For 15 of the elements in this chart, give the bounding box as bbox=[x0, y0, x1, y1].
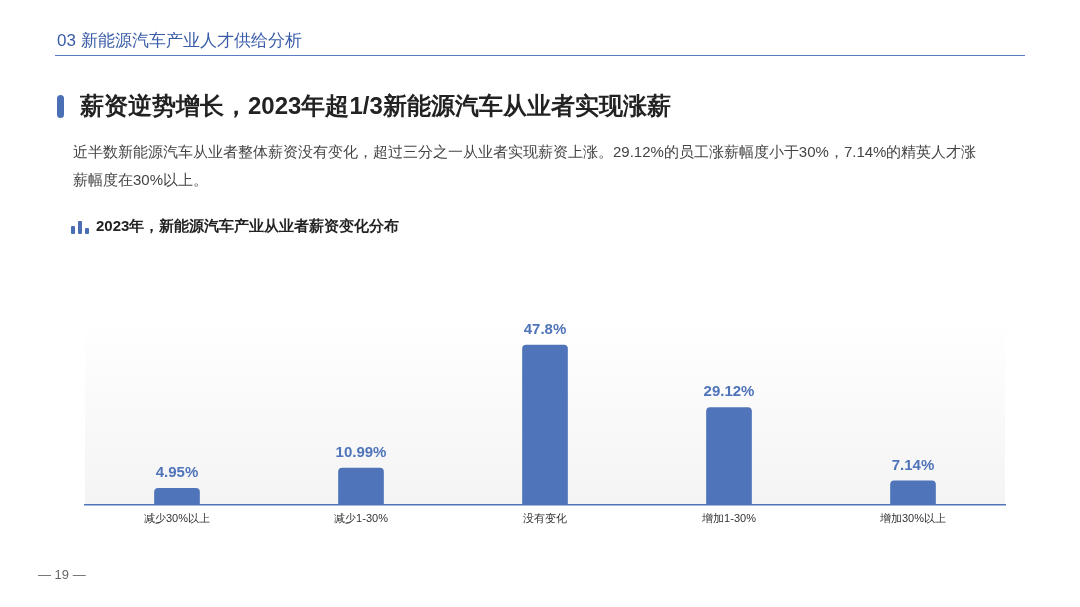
data-label: 47.8% bbox=[523, 319, 567, 337]
text: 03 新能源汽车产业人才供给分析 bbox=[57, 30, 302, 52]
text: — 19 — bbox=[38, 567, 86, 582]
data-label: 4.95% bbox=[155, 462, 199, 480]
x-tick-label: 增加1-30% bbox=[701, 512, 757, 525]
x-tick-label: 减少1-30% bbox=[334, 512, 389, 525]
data-label: 7.14% bbox=[891, 455, 935, 473]
chart-title: 薪资逆势增长，2023年超1/3新能源汽车从业者实现涨薪 bbox=[80, 91, 671, 121]
x-tick-label: 减少30%以上 bbox=[143, 512, 211, 525]
x-tick-label: 没有变化 bbox=[523, 512, 567, 525]
data-label: 29.12% bbox=[703, 382, 755, 400]
x-tick-label: 增加30%以上 bbox=[878, 512, 947, 525]
data-label: 10.99% bbox=[335, 442, 387, 460]
chart-subtitle: 近半数新能源汽车从业者整体薪资没有变化，超过三分之一从业者实现薪资上涨。29.12%的员工涨薪幅度小于30%，7.14%的精英人才涨薪幅度在30%以上。 bbox=[73, 142, 978, 190]
text: 2023年，新能源汽车产业从业者薪资变化分布 bbox=[96, 217, 400, 236]
